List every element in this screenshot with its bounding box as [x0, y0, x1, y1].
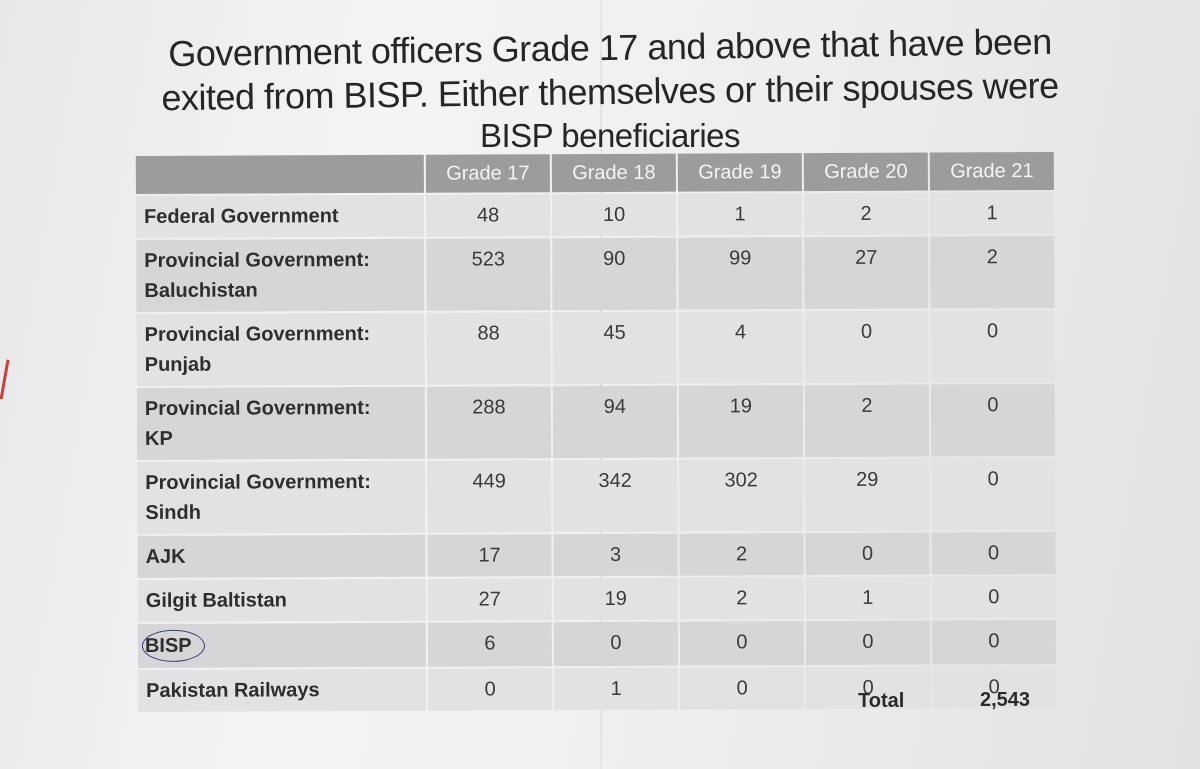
- cell-value: 0: [805, 532, 930, 576]
- cell-value: 449: [427, 460, 552, 533]
- cell-value: 6: [427, 622, 553, 667]
- table-row: BISP 6 0 0 0 0: [137, 619, 1057, 669]
- cell-value: 4: [678, 311, 803, 384]
- cell-value: 19: [678, 385, 804, 458]
- cell-value: 88: [426, 312, 551, 385]
- cell-value: 1: [929, 191, 1055, 235]
- table-row: Provincial Government: Baluchistan 523 90 9…: [136, 235, 1055, 313]
- table-row: Federal Government 48 10 1 2 1: [135, 191, 1055, 239]
- table-row: Gilgit Baltistan 27 19 2 1 0: [137, 575, 1056, 623]
- cell-value: 48: [425, 194, 551, 237]
- table-row: Provincial Government: KP 288 94 19 2 0: [136, 383, 1056, 461]
- cell-value: 45: [552, 311, 677, 385]
- cell-value: 27: [427, 578, 552, 621]
- cell-value: 29: [805, 458, 930, 532]
- row-label: Gilgit Baltistan: [137, 578, 426, 623]
- row-label: Federal Government: [135, 194, 425, 239]
- total-label: Total: [858, 690, 905, 712]
- header-row: Grade 17 Grade 18 Grade 19 Grade 20 Grad…: [135, 151, 1054, 195]
- total-value: 2,543: [980, 689, 1031, 711]
- cell-value: 2: [804, 384, 930, 458]
- cell-value: 27: [804, 236, 929, 310]
- cell-value: 99: [678, 237, 803, 310]
- row-label: Pakistan Railways: [138, 668, 427, 713]
- cell-value: 0: [679, 621, 805, 666]
- header-grade-21: Grade 21: [929, 151, 1054, 191]
- cell-value: 0: [930, 383, 1056, 457]
- cell-value: 0: [930, 309, 1055, 383]
- cell-value: 523: [426, 238, 551, 311]
- cell-value: 0: [931, 531, 1056, 575]
- cell-value: 17: [427, 534, 552, 577]
- row-label: Provincial Government: Sindh: [137, 460, 426, 535]
- cell-value: 302: [679, 459, 804, 532]
- cell-value: 1: [805, 576, 930, 620]
- row-label: AJK: [137, 534, 426, 579]
- cell-value: 2: [679, 577, 804, 620]
- row-label: Provincial Government: Punjab: [136, 312, 425, 387]
- header-grade-17: Grade 17: [425, 154, 550, 193]
- table-row: Provincial Government: Sindh 449 342 302 29 0: [137, 457, 1056, 535]
- cell-value: 90: [552, 237, 677, 311]
- cell-value: 10: [551, 193, 677, 237]
- cell-value: 0: [428, 668, 553, 711]
- title-line-3: BISP beneficiaries: [479, 117, 741, 154]
- table-row: Provincial Government: Punjab 88 45 4 0 0: [136, 309, 1055, 387]
- cell-value: 342: [553, 459, 678, 533]
- row-label: Provincial Government: KP: [136, 386, 426, 461]
- cell-value: 2: [930, 235, 1055, 309]
- header-corner: [135, 154, 424, 195]
- cell-value: 2: [803, 192, 929, 236]
- cell-value: 19: [553, 577, 678, 621]
- cell-value: 3: [553, 533, 678, 577]
- header-grade-20: Grade 20: [803, 152, 928, 192]
- cell-value: 94: [552, 385, 678, 459]
- grade-table: Grade 17 Grade 18 Grade 19 Grade 20 Grad…: [134, 150, 1058, 714]
- cell-value: 0: [553, 621, 679, 667]
- row-label: BISP: [137, 622, 427, 669]
- header-grade-18: Grade 18: [551, 153, 676, 193]
- row-label: Provincial Government: Baluchistan: [136, 238, 425, 313]
- document-title: Government officers Grade 17 and above t…: [150, 21, 1070, 158]
- table-row: Pakistan Railways 0 1 0 0 0: [138, 665, 1057, 713]
- table-row: AJK 17 3 2 0 0: [137, 531, 1056, 579]
- header-grade-19: Grade 19: [677, 153, 802, 192]
- table-body: Federal Government 48 10 1 2 1 Provincial Gove…: [135, 191, 1057, 713]
- cell-value: 0: [804, 310, 929, 384]
- cell-value: 0: [805, 620, 931, 666]
- cell-value: 288: [426, 386, 552, 459]
- cell-value: 1: [554, 667, 679, 711]
- cell-value: 1: [677, 193, 803, 236]
- cell-value: 0: [931, 575, 1056, 619]
- cell-value: 0: [931, 619, 1057, 665]
- cell-value: 0: [680, 667, 805, 710]
- circled-label: BISP: [141, 629, 205, 662]
- paper-fold: [600, 0, 602, 769]
- cell-value: 0: [931, 457, 1056, 531]
- cell-value: 2: [679, 533, 804, 576]
